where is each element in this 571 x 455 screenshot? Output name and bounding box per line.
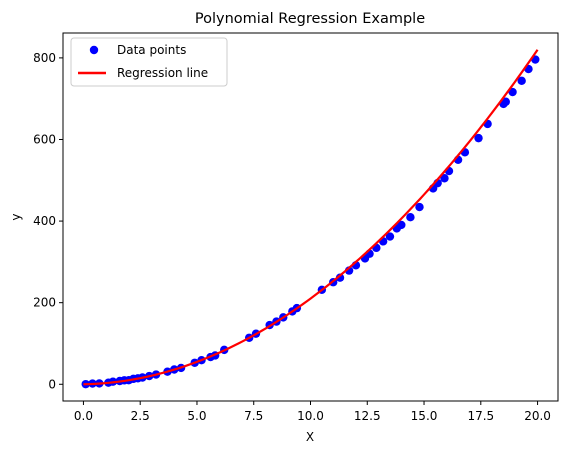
data-point [415,202,424,212]
x-tick-label: 2.5 [131,409,150,423]
legend: Data points Regression line [70,37,228,87]
legend-label-data-points: Data points [117,43,186,57]
legend-box [70,37,228,87]
chart-title: Polynomial Regression Example [195,11,425,27]
x-tick-label: 7.5 [244,409,263,423]
data-point [474,133,483,143]
y-axis: 0 200 400 600 800 [33,51,63,391]
y-tick-label: 800 [33,51,56,65]
y-axis-label: y [9,213,23,220]
x-axis: 0.0 2.5 5.0 7.5 10.0 12.5 15.0 17.5 20.0 [74,401,551,423]
legend-label-regression-line: Regression line [117,66,208,80]
data-point [385,232,395,241]
y-tick-label: 400 [33,214,56,228]
y-tick-label: 600 [33,132,56,146]
data-point [508,87,517,97]
y-tick-label: 200 [33,296,56,310]
data-point [501,97,510,106]
x-tick-label: 15.0 [411,409,438,423]
x-tick-label: 0.0 [74,409,93,423]
regression-line [83,49,539,386]
plot-area [81,49,540,389]
data-point [335,273,345,282]
x-tick-label: 17.5 [467,409,494,423]
legend-marker-data-points [89,45,99,55]
data-point [440,174,449,183]
x-tick-label: 12.5 [354,409,381,423]
y-tick-label: 0 [48,377,56,391]
x-tick-label: 5.0 [187,409,206,423]
data-point [517,76,526,86]
data-point [406,213,415,222]
x-tick-label: 20.0 [524,409,551,423]
x-axis-label: X [306,430,314,444]
x-tick-label: 10.0 [297,409,324,423]
data-point [397,220,406,230]
